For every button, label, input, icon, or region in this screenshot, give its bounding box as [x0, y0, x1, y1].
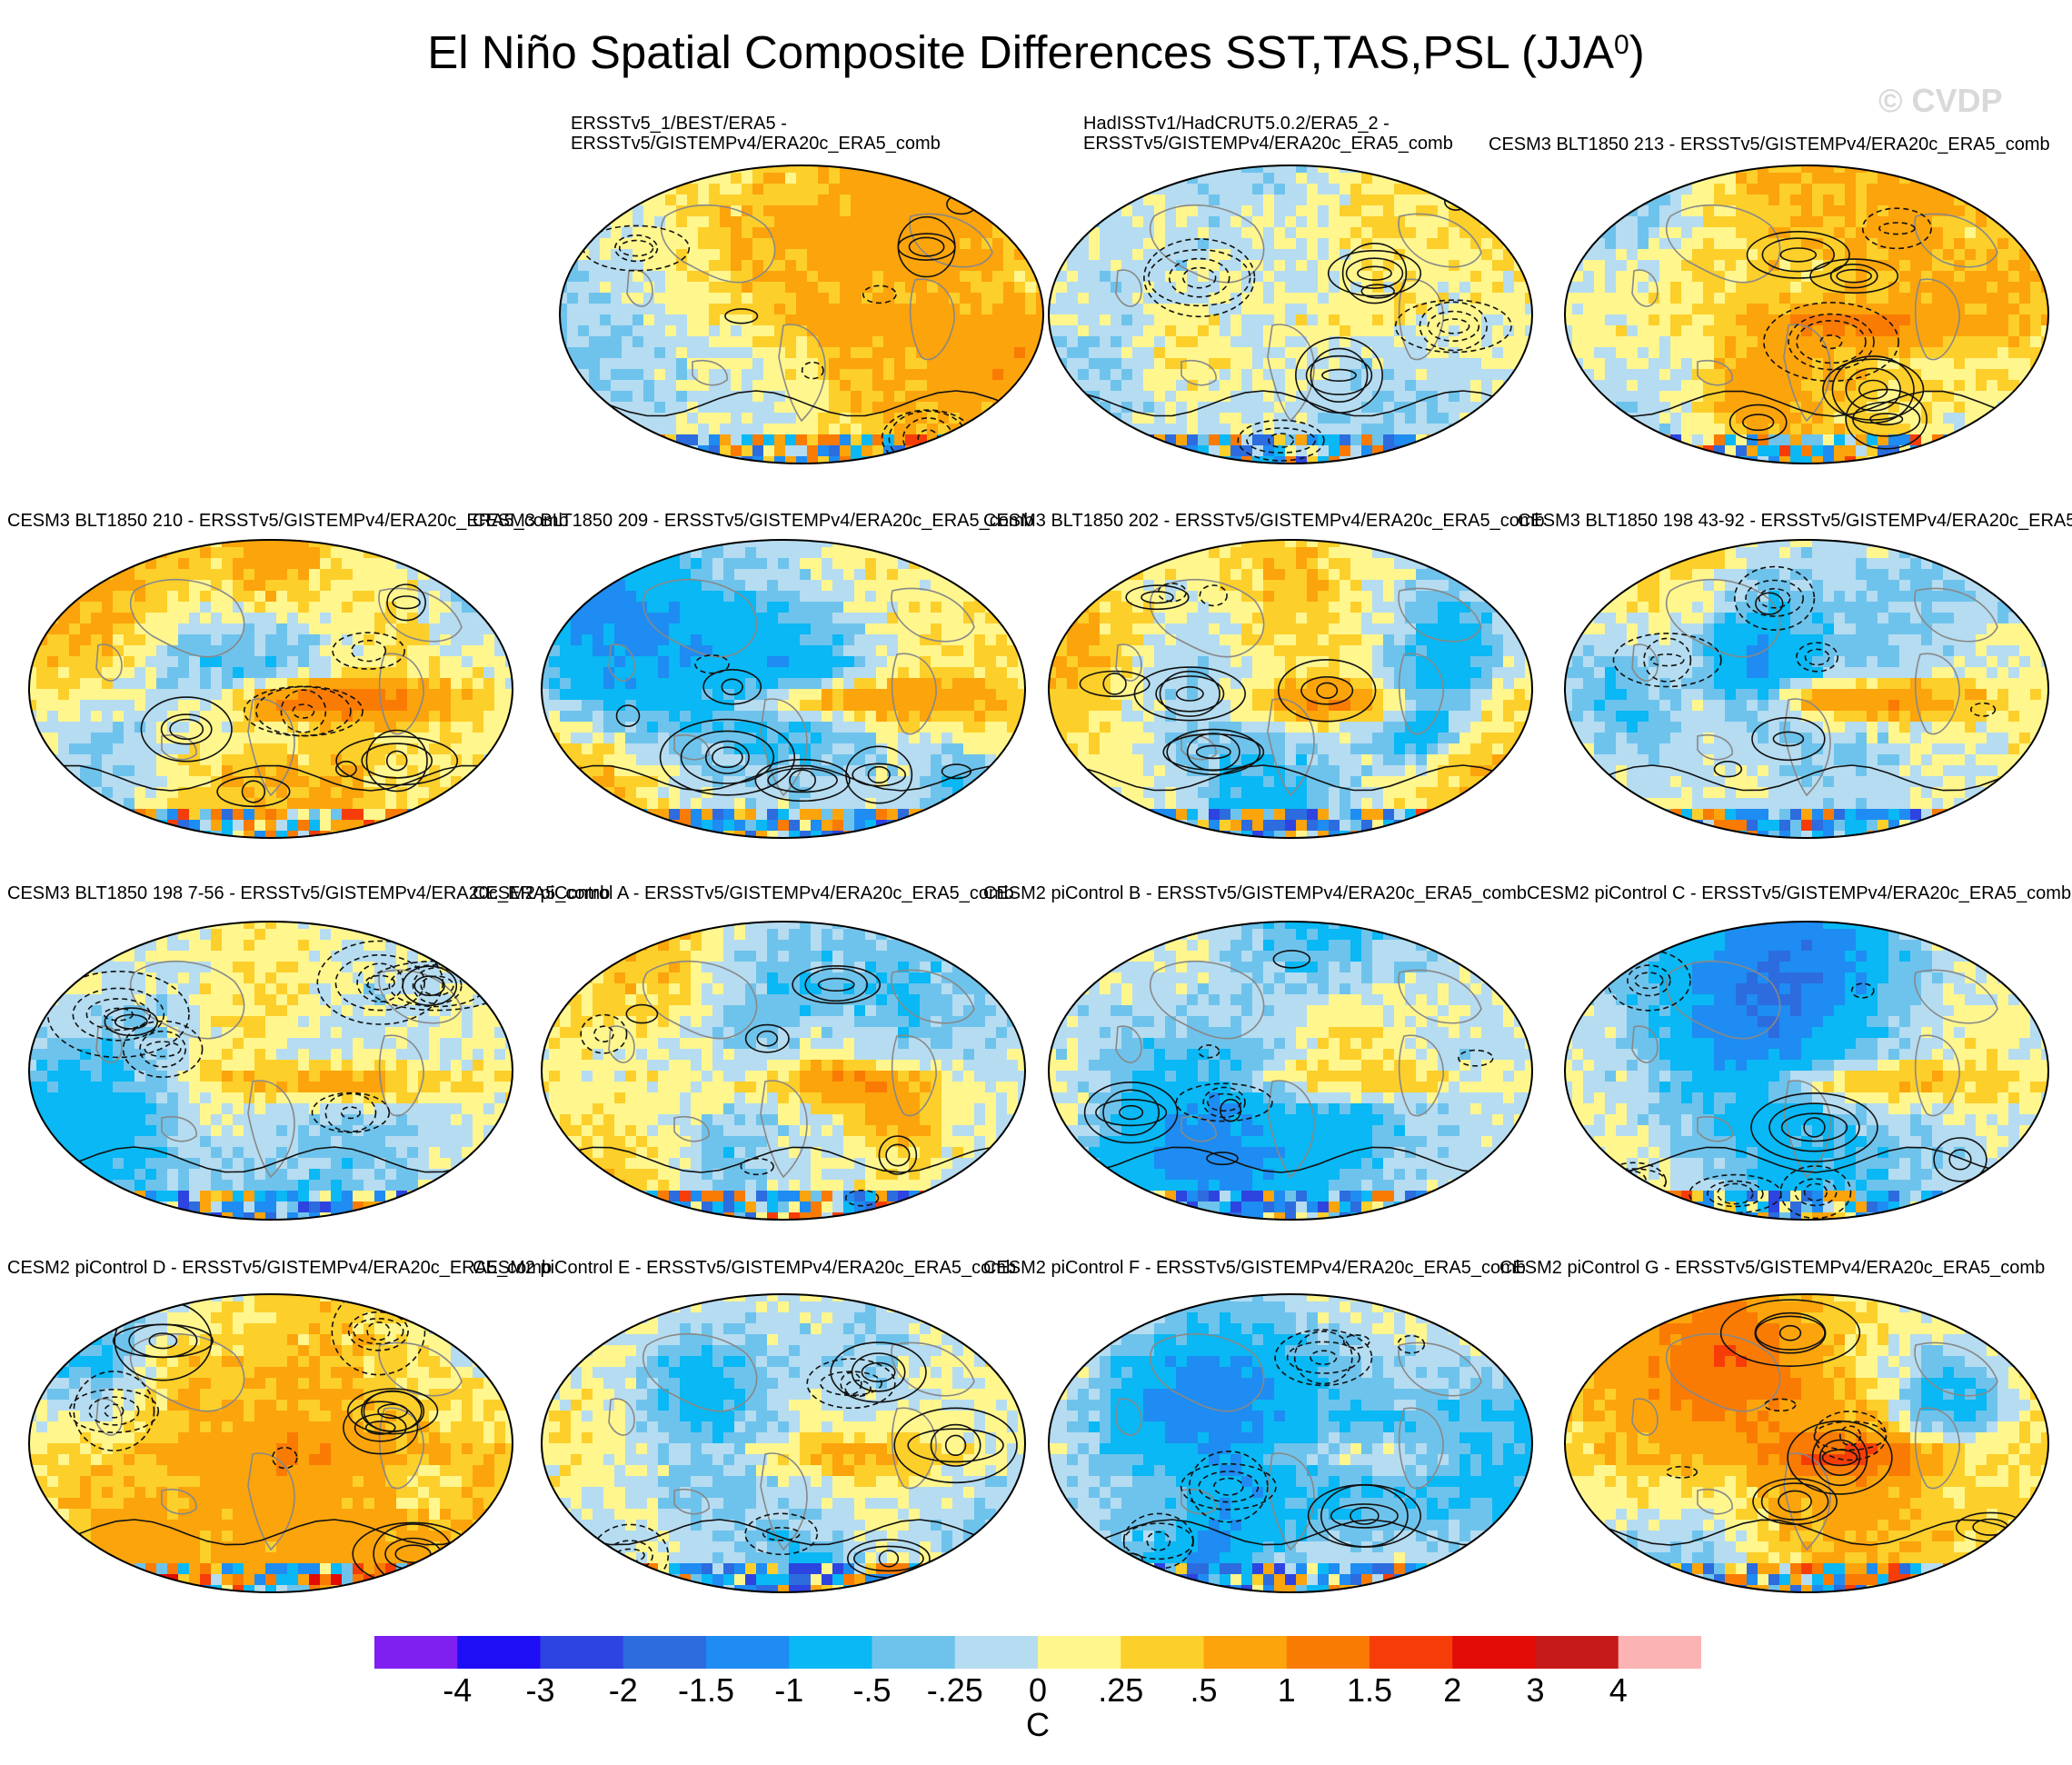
- colorbar-units-label: C: [1026, 1706, 1050, 1743]
- composite-map: [1048, 921, 1533, 1221]
- colorbar-tick-label: -1: [774, 1671, 804, 1709]
- panel-title: CESM3 BLT1850 209 - ERSSTv5/GISTEMPv4/ER…: [473, 511, 1034, 531]
- colorbar-swatch: [1618, 1636, 1701, 1669]
- colorbar-swatch: [872, 1636, 956, 1669]
- chart-title: El Niño Spatial Composite Differences SS…: [427, 26, 1645, 78]
- colorbar-swatch: [457, 1636, 541, 1669]
- composite-map: [1048, 539, 1533, 839]
- colorbar-tick-label: 1.5: [1346, 1671, 1393, 1709]
- colorbar-swatch: [1203, 1636, 1288, 1669]
- colorbar-tick-label: 0: [1028, 1671, 1048, 1709]
- panel-title: CESM3 BLT1850 202 - ERSSTv5/GISTEMPv4/ER…: [983, 511, 1545, 531]
- colorbar-tick-label: -4: [443, 1671, 473, 1709]
- composite-map: [28, 921, 513, 1221]
- colorbar-swatch: [1286, 1636, 1370, 1669]
- composite-map: [1564, 1293, 2049, 1593]
- colorbar-tick-label: -3: [525, 1671, 555, 1709]
- colorbar-tick-label: 3: [1526, 1671, 1545, 1709]
- composite-map: [541, 921, 1026, 1221]
- panel-title: CESM2 piControl B - ERSSTv5/GISTEMPv4/ER…: [983, 883, 1527, 903]
- colorbar-tick-label: 4: [1609, 1671, 1628, 1709]
- colorbar-swatch: [954, 1636, 1039, 1669]
- colorbar-swatch: [1370, 1636, 1453, 1669]
- panel-title: CESM3 BLT1850 198 43-92 - ERSSTv5/GISTEM…: [1518, 511, 2072, 531]
- colorbar-tick-label: -.5: [852, 1671, 892, 1709]
- colorbar-tick-label: .5: [1190, 1671, 1218, 1709]
- colorbar-tick-label: 1: [1277, 1671, 1296, 1709]
- colorbar-swatch: [1121, 1636, 1204, 1669]
- composite-map: [541, 539, 1026, 839]
- composite-map: [1564, 165, 2049, 464]
- colorbar-swatch: [623, 1636, 707, 1669]
- colorbar: [374, 1636, 1701, 1669]
- colorbar-swatch: [789, 1636, 872, 1669]
- panel-title: CESM2 piControl E - ERSSTv5/GISTEMPv4/ER…: [473, 1258, 1016, 1278]
- colorbar-tick-label: -1.5: [677, 1671, 735, 1709]
- colorbar-tick-label: 2: [1443, 1671, 1462, 1709]
- panel-title: ERSSTv5_1/BEST/ERA5 - ERSSTv5/GISTEMPv4/E…: [571, 114, 941, 154]
- panel-title: CESM2 piControl F - ERSSTv5/GISTEMPv4/ER…: [983, 1258, 1526, 1278]
- composite-map: [541, 1293, 1026, 1593]
- panel-title: CESM2 piControl A - ERSSTv5/GISTEMPv4/ER…: [473, 883, 1014, 903]
- panel-title: CESM2 piControl C - ERSSTv5/GISTEMPv4/ER…: [1527, 883, 2072, 903]
- composite-map: [28, 1293, 513, 1593]
- panel-title: CESM3 BLT1850 198 7-56 - ERSSTv5/GISTEMP…: [7, 883, 611, 903]
- composite-map: [1048, 165, 1533, 464]
- colorbar-tick-label: -.25: [926, 1671, 983, 1709]
- colorbar-swatch: [1452, 1636, 1536, 1669]
- cvdp-watermark: © CVDP: [1878, 82, 2003, 119]
- composite-map: [1048, 1293, 1533, 1593]
- colorbar-tick-label: -2: [608, 1671, 638, 1709]
- composite-map: [1564, 921, 2049, 1221]
- colorbar-swatch: [374, 1636, 458, 1669]
- colorbar-swatch: [1038, 1636, 1121, 1669]
- panel-title: HadISSTv1/HadCRUT5.0.2/ERA5_2 - ERSSTv5/G…: [1083, 114, 1453, 154]
- panel-title: CESM2 piControl D - ERSSTv5/GISTEMPv4/ER…: [7, 1258, 553, 1278]
- composite-map: [28, 539, 513, 839]
- colorbar-tick-label: .25: [1098, 1671, 1144, 1709]
- colorbar-swatch: [1535, 1636, 1619, 1669]
- composite-map: [559, 165, 1044, 464]
- panel-title: CESM2 piControl G - ERSSTv5/GISTEMPv4/ER…: [1499, 1258, 2046, 1278]
- colorbar-swatch: [706, 1636, 790, 1669]
- panel-title: CESM3 BLT1850 213 - ERSSTv5/GISTEMPv4/ER…: [1489, 135, 2050, 155]
- colorbar-swatch: [540, 1636, 624, 1669]
- composite-map: [1564, 539, 2049, 839]
- panel-title: CESM3 BLT1850 210 - ERSSTv5/GISTEMPv4/ER…: [7, 511, 569, 531]
